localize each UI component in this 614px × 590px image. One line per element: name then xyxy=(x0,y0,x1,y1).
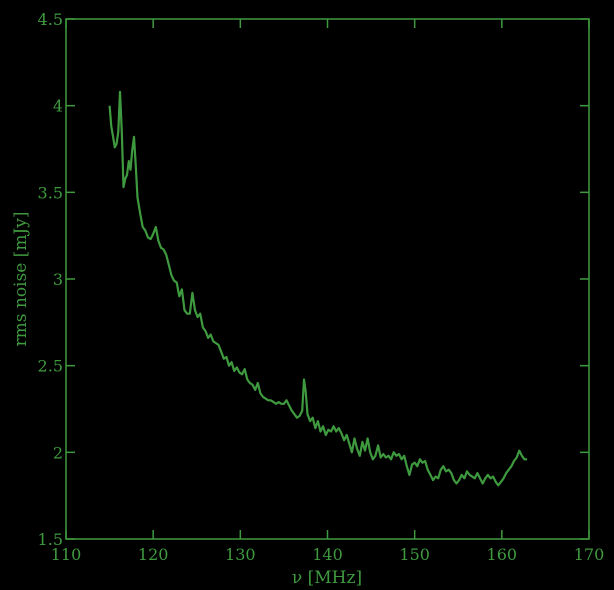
x-tick-label: 160 xyxy=(487,545,518,564)
y-tick-label: 2 xyxy=(53,443,63,462)
y-tick-label: 3 xyxy=(53,270,63,289)
x-tick-label: 110 xyxy=(51,545,82,564)
x-tick-label: 150 xyxy=(399,545,430,564)
y-tick-label: 2.5 xyxy=(38,357,63,376)
plot-frame xyxy=(65,18,590,540)
rms-noise-line xyxy=(108,90,528,487)
x-axis-label: ν [MHz] xyxy=(292,568,362,588)
y-tick-label: 4 xyxy=(53,97,63,116)
x-tick-label: 170 xyxy=(574,545,605,564)
y-tick-label: 4.5 xyxy=(38,10,63,29)
x-tick-label: 140 xyxy=(312,545,343,564)
axis-ticks xyxy=(65,18,590,540)
y-tick-label: 3.5 xyxy=(38,183,63,202)
x-tick-label: 120 xyxy=(138,545,169,564)
y-tick-label: 1.5 xyxy=(38,530,63,549)
x-tick-label: 130 xyxy=(225,545,256,564)
y-axis-label: rms noise [mJy] xyxy=(11,212,31,347)
axis-tick-labels: 110 120 130 140 150 160 170 1.5 2 2.5 3 3.5 4 4.5 xyxy=(38,10,605,564)
